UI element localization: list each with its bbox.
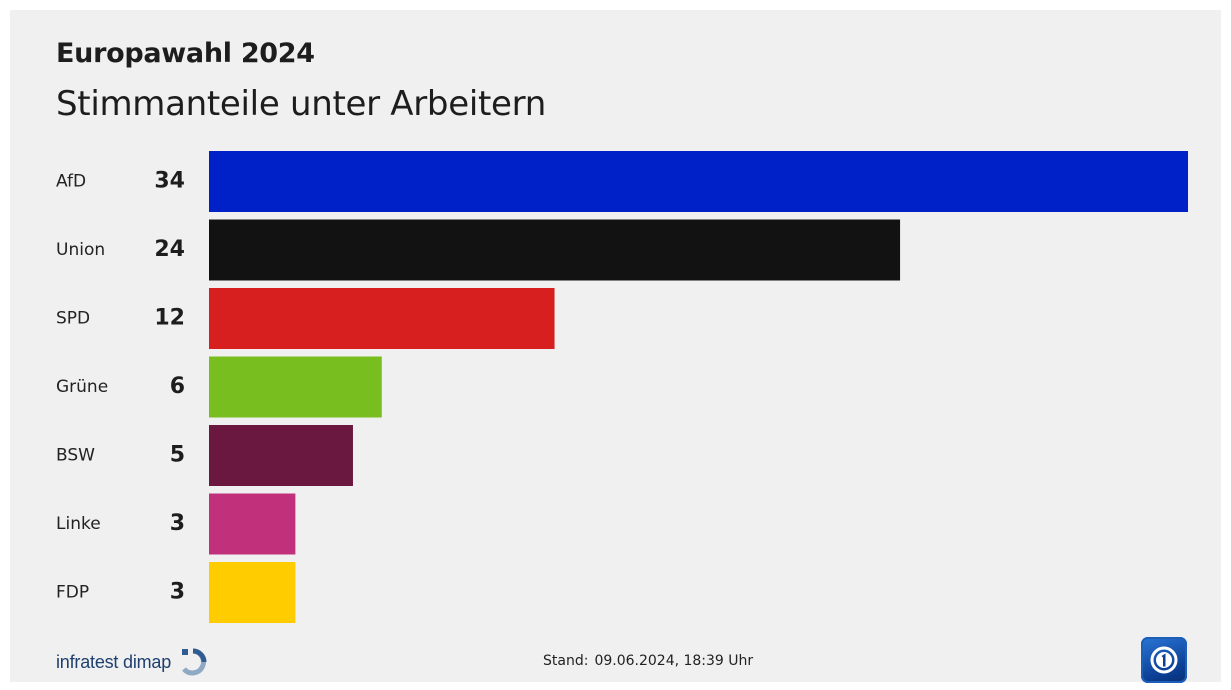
- category-label: AfD: [56, 172, 86, 192]
- value-label: 34: [154, 169, 185, 194]
- stand-label: Stand:: [543, 653, 589, 669]
- stand-value: 09.06.2024, 18:39 Uhr: [594, 653, 754, 669]
- infratest-dimap-mark-icon: [179, 647, 209, 677]
- category-label: Grüne: [56, 377, 108, 397]
- das-erste-logo-icon: [1141, 637, 1187, 683]
- chart-title: Europawahl 2024: [56, 38, 315, 69]
- bar: [209, 151, 1188, 212]
- value-label: 6: [170, 374, 185, 399]
- bar: [209, 288, 555, 349]
- source-label: infratest dimap: [56, 651, 172, 672]
- bar: [209, 562, 296, 623]
- infratest-dimap-logo: infratest dimap: [56, 646, 209, 678]
- chart-card: Europawahl 2024 Stimmanteile unter Arbei…: [10, 10, 1221, 683]
- category-label: BSW: [56, 446, 95, 466]
- value-label: 3: [170, 511, 185, 536]
- category-label: Union: [56, 240, 105, 260]
- category-label: SPD: [56, 309, 90, 329]
- value-label: 12: [154, 306, 185, 331]
- bar: [209, 493, 296, 555]
- timestamp: Stand: 09.06.2024, 18:39 Uhr: [543, 653, 753, 669]
- bar: [209, 356, 382, 418]
- value-label: 3: [170, 580, 185, 605]
- bar: [209, 425, 353, 486]
- bar-chart: AfD 34 Union 24 SPD 12 Grüne 6 BSW 5 Linke 3 FDP 3: [56, 151, 1188, 623]
- category-label: Linke: [56, 514, 101, 534]
- category-label: FDP: [56, 583, 89, 603]
- chart-subtitle: Stimmanteile unter Arbeitern: [56, 84, 546, 124]
- value-label: 5: [170, 443, 185, 468]
- bar: [209, 219, 901, 281]
- value-label: 24: [154, 237, 185, 262]
